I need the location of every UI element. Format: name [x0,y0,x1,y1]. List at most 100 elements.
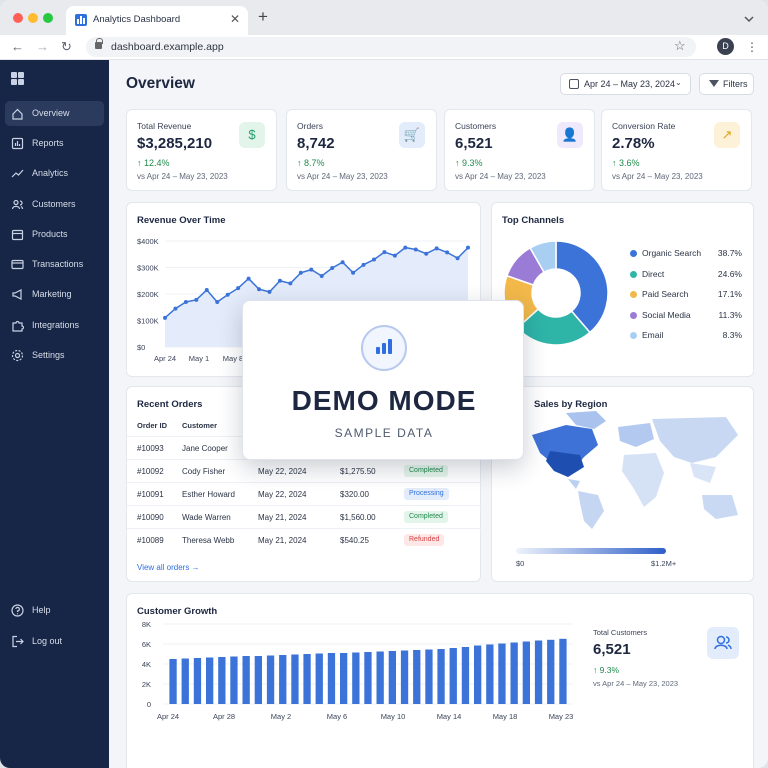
revenue-point[interactable] [246,276,251,281]
revenue-point[interactable] [361,262,366,267]
growth-bar[interactable] [266,655,275,705]
growth-bar[interactable] [498,643,506,705]
growth-bar[interactable] [291,654,299,705]
revenue-point[interactable] [298,270,303,275]
growth-bar[interactable] [522,641,530,705]
browser-menu-icon[interactable]: ⋮ [746,40,758,54]
growth-bar[interactable] [413,650,421,704]
growth-bar[interactable] [340,653,348,704]
back-arrow-icon[interactable]: ← [11,39,24,54]
sidebar-item-marketing[interactable]: Marketing [5,282,104,307]
revenue-point[interactable] [163,315,167,320]
sidebar-item-products[interactable]: Products [5,222,104,247]
revenue-point[interactable] [382,250,387,255]
sidebar-item-log-out[interactable]: Log out [5,629,104,654]
revenue-point[interactable] [455,256,460,261]
revenue-point[interactable] [330,266,335,271]
growth-bar[interactable] [547,639,555,704]
revenue-point[interactable] [403,245,408,250]
growth-bar[interactable] [461,647,470,704]
sidebar-item-analytics[interactable]: Analytics [5,161,104,186]
growth-bar[interactable] [352,652,360,705]
sidebar-item-transactions[interactable]: Transactions [5,252,104,277]
growth-bar[interactable] [193,658,202,704]
growth-bar[interactable] [510,642,518,705]
growth-bar[interactable] [486,644,494,705]
growth-bar[interactable] [242,656,250,704]
table-row[interactable]: #10089 Theresa Webb May 21, 2024 $540.25 Ref… [127,528,481,551]
maximize-window-button[interactable] [43,13,53,23]
revenue-point[interactable] [466,245,470,250]
table-row[interactable]: #10091 Esther Howard May 22, 2024 $320.00 Pr… [127,482,481,505]
revenue-point[interactable] [225,292,230,297]
donut-slice[interactable] [555,240,609,334]
revenue-point[interactable] [413,247,418,252]
growth-bar[interactable] [400,650,409,705]
profile-avatar[interactable]: D [717,38,734,55]
revenue-point[interactable] [204,288,209,293]
donut-slice[interactable] [529,240,557,274]
revenue-point[interactable] [392,253,397,258]
close-window-button[interactable] [13,13,23,23]
growth-bar[interactable] [279,655,287,704]
growth-bar[interactable] [181,658,189,705]
growth-bar[interactable] [218,657,226,704]
new-tab-button[interactable]: + [258,7,268,26]
growth-bar[interactable] [388,651,396,704]
growth-bar[interactable] [206,657,214,705]
browser-tab[interactable]: Analytics Dashboard ✕ [66,6,248,35]
tab-close-icon[interactable]: ✕ [230,12,241,26]
growth-bar[interactable] [437,649,445,704]
growth-bar[interactable] [474,645,482,705]
growth-bar[interactable] [449,648,457,704]
growth-bar[interactable] [425,649,433,705]
revenue-point[interactable] [277,278,282,283]
revenue-point[interactable] [288,281,293,286]
revenue-point[interactable] [434,246,439,251]
table-row[interactable]: #10090 Wade Warren May 21, 2024 $1,560.00 Co… [127,505,481,528]
revenue-point[interactable] [445,250,450,255]
sidebar-item-customers[interactable]: Customers [5,192,104,217]
url-text[interactable]: dashboard.example.app [111,41,224,53]
minimize-window-button[interactable] [28,13,38,23]
revenue-point[interactable] [173,306,178,311]
revenue-point[interactable] [319,273,324,278]
growth-bar[interactable] [327,653,336,704]
revenue-point[interactable] [183,299,188,304]
table-row[interactable]: #10092 Cody Fisher May 22, 2024 $1,275.50 Co… [127,459,481,482]
bookmark-star-icon[interactable]: ☆ [674,38,686,53]
tab-menu-chevron-icon[interactable] [744,10,754,28]
revenue-point[interactable] [215,299,220,304]
revenue-point[interactable] [267,289,272,294]
forward-arrow-icon[interactable]: → [36,39,49,54]
sidebar-item-settings[interactable]: Settings [5,343,104,368]
growth-bar[interactable] [376,651,384,705]
grid-logo-icon[interactable] [11,72,24,85]
growth-bar[interactable] [254,656,262,704]
reload-icon[interactable]: ↻ [61,39,72,54]
revenue-point[interactable] [236,286,241,291]
growth-bar[interactable] [534,640,543,705]
growth-bar[interactable] [303,654,311,704]
revenue-point[interactable] [309,267,314,272]
view-all-orders-link[interactable]: View all orders → [137,563,200,572]
sidebar-item-reports[interactable]: Reports [5,131,104,156]
revenue-point[interactable] [257,287,262,292]
growth-bar[interactable] [169,659,177,704]
revenue-point[interactable] [424,251,429,256]
growth-bar[interactable] [364,652,372,704]
growth-bar[interactable] [230,656,238,705]
growth-bar[interactable] [559,638,567,704]
revenue-point[interactable] [371,257,376,262]
growth-bar[interactable] [315,653,323,705]
sidebar-item-help[interactable]: Help [5,598,104,623]
address-bar: ← → ↻ dashboard.example.app ☆ D ⋮ [0,35,768,60]
sidebar-item-overview[interactable]: Overview [5,101,104,126]
revenue-point[interactable] [194,297,199,302]
revenue-point[interactable] [340,260,345,265]
filters-button[interactable]: Filters [699,73,754,95]
url-field[interactable]: dashboard.example.app ☆ [86,37,696,57]
revenue-point[interactable] [351,270,356,275]
sidebar-item-integrations[interactable]: Integrations [5,313,104,338]
date-range-picker[interactable]: Apr 24 – May 23, 2024 ⌄ [560,73,691,95]
